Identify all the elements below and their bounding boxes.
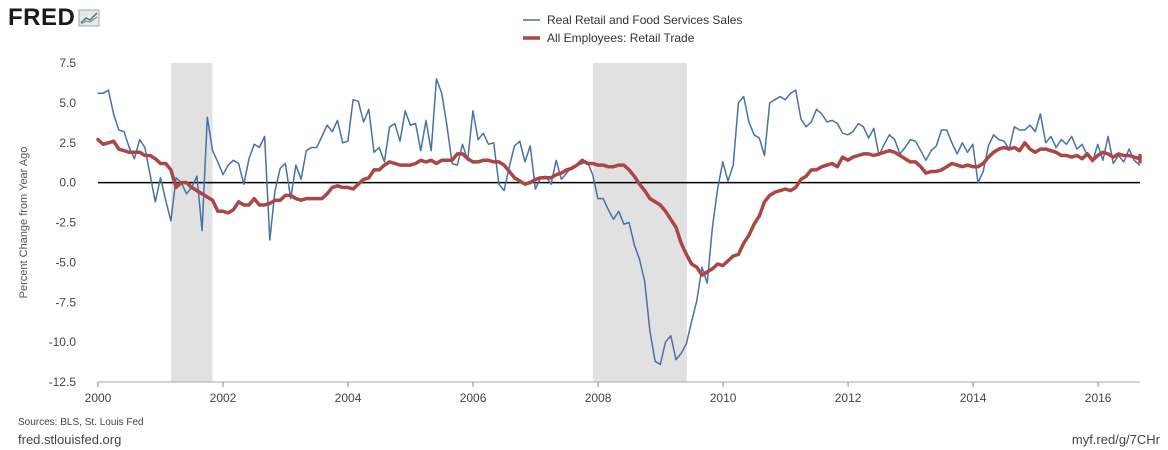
short-url: myf.red/g/7CHr: [1071, 432, 1160, 447]
series-line-2: [96, 137, 1142, 277]
x-tick-label: 2006: [460, 391, 487, 405]
y-tick-label: 7.5: [59, 56, 76, 70]
y-tick-label: 0.0: [59, 176, 76, 190]
sources-note: Sources: BLS, St. Louis Fed: [18, 417, 144, 428]
y-axis-label: Percent Change from Year Ago: [18, 147, 30, 299]
series-line-1: [97, 78, 1141, 366]
y-tick-label: -7.5: [55, 295, 76, 309]
fred-logo-text: FRED: [8, 4, 76, 31]
x-tick-label: 2008: [585, 391, 612, 405]
x-tick-label: 2004: [335, 391, 362, 405]
x-tick-label: 2010: [710, 391, 737, 405]
fred-logo: FRED: [8, 4, 100, 32]
x-tick-label: 2000: [85, 391, 112, 405]
y-tick-label: -5.0: [55, 255, 76, 269]
x-tick-label: 2002: [210, 391, 237, 405]
legend-label-1: Real Retail and Food Services Sales: [547, 13, 742, 27]
y-tick-label: -10.0: [49, 335, 77, 349]
x-tick-label: 2014: [960, 391, 987, 405]
fred-chart-icon: [78, 9, 100, 27]
y-tick-label: 2.5: [59, 136, 76, 150]
site-url: fred.stlouisfed.org: [18, 432, 122, 447]
legend-label-2: All Employees: Retail Trade: [547, 31, 695, 45]
y-tick-label: -12.5: [49, 375, 77, 389]
recession-band-1: [171, 63, 213, 382]
x-tick-label: 2016: [1085, 391, 1112, 405]
y-tick-label: -2.5: [55, 216, 76, 230]
y-tick-label: 5.0: [59, 96, 76, 110]
x-tick-label: 2012: [835, 391, 862, 405]
